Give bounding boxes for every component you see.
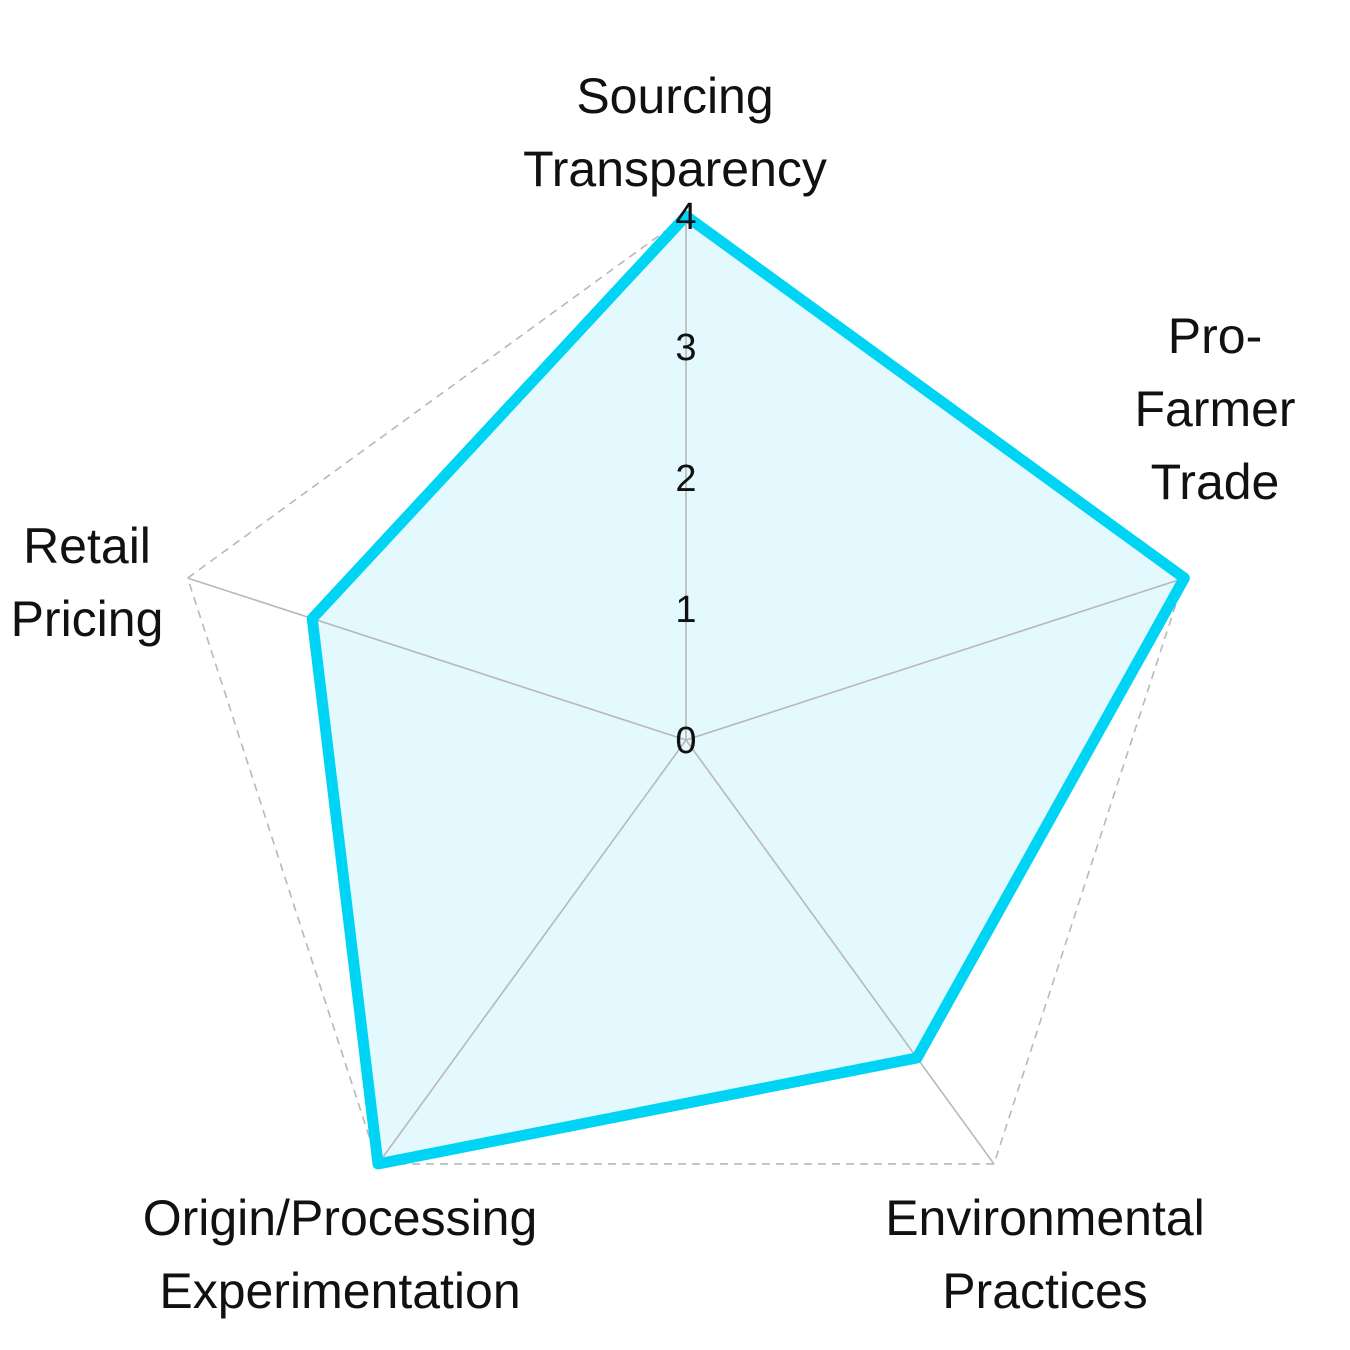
spoke-1 — [685, 577, 1185, 741]
data-series-area — [312, 216, 1185, 1164]
spoke-3 — [377, 739, 687, 1165]
axis-label-1: Pro-Farmer Trade — [1134, 308, 1295, 510]
spoke-4 — [187, 577, 687, 741]
axis-label-4: Retail Pricing — [11, 518, 164, 647]
spoke-2 — [685, 739, 995, 1165]
data-series-outline — [306, 210, 1190, 1170]
axis-labels: Sourcing Transparency Pro-Farmer Trade Envir… — [11, 68, 1296, 1319]
radial-tick-2: 2 — [675, 458, 696, 500]
series-fill — [312, 216, 1185, 1164]
grid-spokes — [187, 216, 1185, 1165]
radial-tick-4: 4 — [675, 196, 696, 238]
axis-label-3: Origin/Processing Experimentation — [143, 1190, 538, 1319]
axis-label-0: Sourcing Transparency — [523, 68, 827, 197]
radial-tick-0: 0 — [675, 720, 696, 762]
radial-tick-3: 3 — [675, 327, 696, 369]
radial-tick-labels: 0 1 2 3 4 — [675, 196, 696, 762]
grid-ring-4 — [186, 215, 1186, 1165]
radial-tick-1: 1 — [675, 589, 696, 631]
axis-label-2: Environmental Practices — [885, 1190, 1205, 1319]
series-outline — [306, 210, 1190, 1170]
